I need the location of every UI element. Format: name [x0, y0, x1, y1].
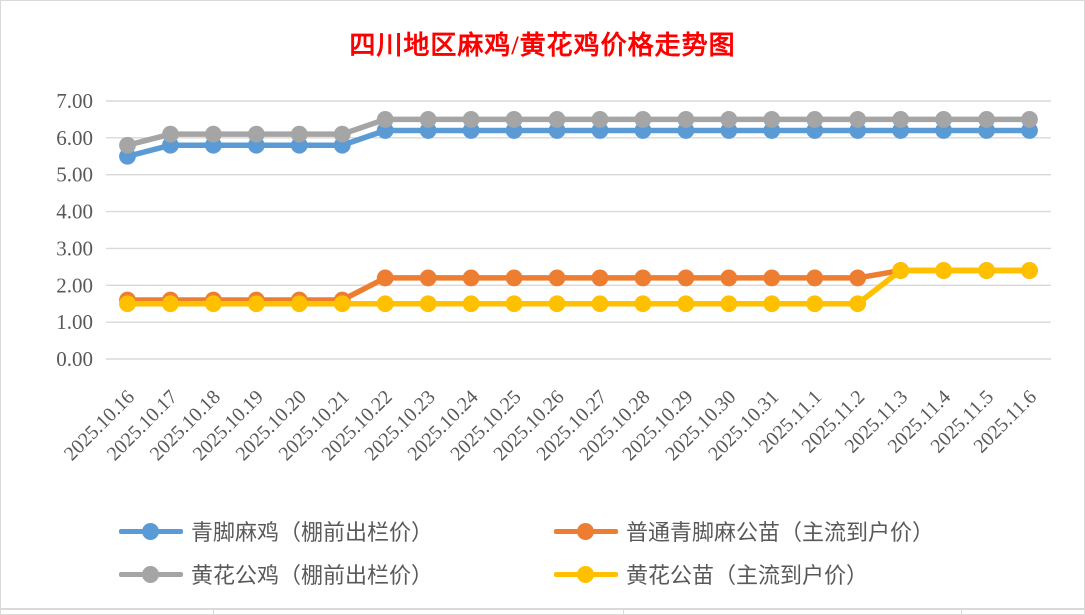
legend-dot-icon: [577, 565, 594, 583]
data-point-marker: [505, 295, 523, 313]
data-point-marker: [806, 295, 824, 313]
legend-item: 黄花公鸡（棚前出栏价）: [119, 560, 433, 588]
data-point-marker: [290, 295, 308, 313]
data-point-marker: [720, 269, 738, 287]
data-point-marker: [505, 111, 523, 128]
data-point-marker: [763, 295, 781, 313]
legend-marker-icon: [554, 522, 618, 540]
data-point-marker: [376, 295, 394, 313]
legend-dot-icon: [142, 565, 159, 583]
data-point-marker: [763, 269, 781, 287]
data-point-marker: [162, 125, 179, 143]
data-point-marker: [1021, 111, 1038, 128]
data-point-marker: [591, 295, 609, 313]
data-point-marker: [849, 269, 867, 287]
data-point-marker: [634, 111, 652, 128]
data-point-marker: [333, 295, 351, 313]
data-point-marker: [376, 111, 394, 128]
y-axis-tick-label: 6.00: [56, 126, 93, 150]
data-point-marker: [462, 111, 480, 128]
data-point-marker: [290, 125, 308, 143]
data-point-marker: [419, 269, 437, 287]
data-point-marker: [119, 136, 136, 154]
spreadsheet-gridline-stub: [623, 610, 624, 614]
data-point-marker: [935, 262, 953, 279]
data-point-marker: [204, 125, 222, 143]
data-point-marker: [119, 295, 136, 313]
data-point-marker: [720, 295, 738, 313]
data-point-marker: [1021, 262, 1038, 279]
y-axis-tick-label: 2.00: [56, 273, 93, 297]
series-line: [126, 127, 1030, 159]
data-point-marker: [720, 111, 738, 128]
data-point-marker: [247, 125, 265, 143]
series-line: [127, 267, 1030, 303]
series-line: [126, 116, 1030, 148]
data-point-marker: [591, 111, 609, 128]
data-point-marker: [548, 111, 566, 128]
data-point-marker: [462, 269, 480, 287]
y-axis-tick-label: 3.00: [56, 236, 93, 260]
y-axis-tick-label: 7.00: [56, 89, 93, 113]
data-point-marker: [462, 295, 480, 313]
data-point-marker: [376, 269, 394, 287]
y-axis-tick-label: 1.00: [56, 310, 93, 334]
spreadsheet-gridline-stub: [961, 610, 962, 614]
data-point-marker: [419, 111, 437, 128]
data-point-marker: [548, 269, 566, 287]
plot-area: 0.001.002.003.004.005.006.007.002025.10.…: [56, 89, 1051, 465]
legend-marker-icon: [554, 565, 618, 583]
legend-dot-icon: [577, 522, 594, 540]
legend-label: 黄花公鸡（棚前出栏价）: [191, 563, 434, 588]
spreadsheet-gridline-stub: [213, 610, 214, 614]
legend-item: 普通青脚麻公苗（主流到户价）: [554, 517, 934, 545]
data-point-marker: [892, 111, 910, 128]
data-point-marker: [204, 295, 222, 313]
data-point-marker: [978, 262, 995, 279]
y-axis-tick-label: 0.00: [56, 347, 93, 371]
data-point-marker: [591, 269, 609, 287]
legend-label: 黄花公苗（主流到户价）: [626, 563, 869, 588]
data-point-marker: [634, 295, 652, 313]
data-point-marker: [849, 295, 867, 313]
legend-item: 青脚麻鸡（棚前出栏价）: [119, 517, 433, 545]
data-point-marker: [419, 295, 437, 313]
chart-title: 四川地区麻鸡/黄花鸡价格走势图: [349, 31, 736, 60]
data-point-marker: [162, 295, 179, 313]
data-point-marker: [634, 269, 652, 287]
data-point-marker: [677, 295, 695, 313]
data-point-marker: [806, 111, 824, 128]
legend-dot-icon: [142, 522, 159, 540]
legend-label: 青脚麻鸡（棚前出栏价）: [191, 520, 434, 545]
legend-label: 普通青脚麻公苗（主流到户价）: [626, 520, 935, 545]
data-point-marker: [247, 295, 265, 313]
data-point-marker: [892, 262, 910, 279]
chart-bottom-border: [1, 608, 1084, 610]
legend-marker-icon: [119, 565, 183, 583]
data-point-marker: [505, 269, 523, 287]
data-point-marker: [548, 295, 566, 313]
data-point-marker: [978, 111, 995, 128]
data-point-marker: [677, 269, 695, 287]
y-axis-tick-label: 4.00: [56, 200, 93, 224]
data-point-marker: [935, 111, 953, 128]
data-point-marker: [763, 111, 781, 128]
series-line: [127, 267, 1030, 307]
data-point-marker: [849, 111, 867, 128]
y-axis-tick-label: 5.00: [56, 163, 93, 187]
data-point-marker: [333, 125, 351, 143]
data-point-marker: [806, 269, 824, 287]
data-point-marker: [677, 111, 695, 128]
legend-item: 黄花公苗（主流到户价）: [554, 560, 868, 588]
legend-marker-icon: [119, 522, 183, 540]
